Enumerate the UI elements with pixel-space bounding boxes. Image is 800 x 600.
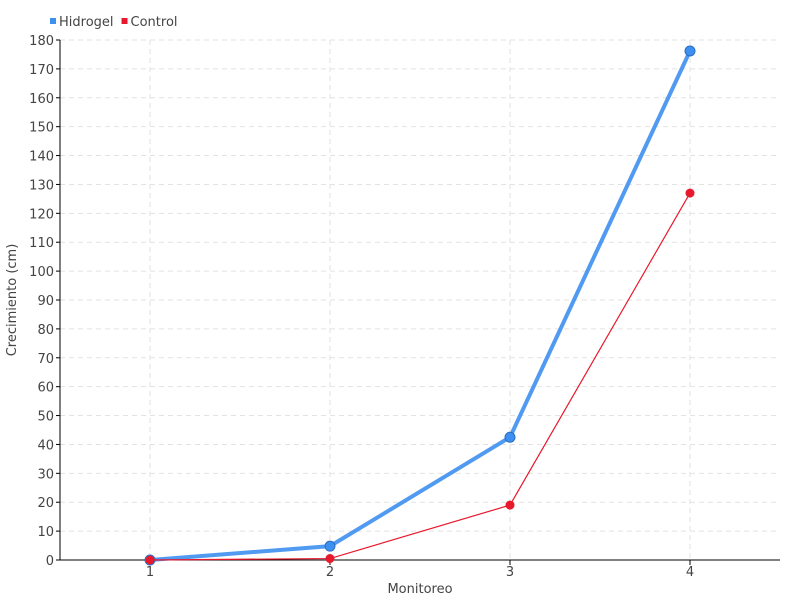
y-tick-label: 70 <box>37 352 54 367</box>
y-tick-label: 160 <box>29 92 54 107</box>
control-point <box>145 555 155 565</box>
y-tick-label: 170 <box>29 63 54 78</box>
y-tick-label: 50 <box>37 410 54 425</box>
x-axis-label: Monitoreo <box>387 582 452 597</box>
x-tick-label: 4 <box>686 565 694 580</box>
y-axis-label: Crecimiento (cm) <box>5 244 20 357</box>
hidrogel-point <box>504 431 516 443</box>
y-tick-label: 150 <box>29 121 54 136</box>
legend[interactable]: Hidrogel Control <box>50 15 178 30</box>
axes: 0 10 20 30 40 50 60 70 80 90 100 110 120 130 140 150 160… <box>29 34 780 580</box>
y-tick-label: 110 <box>29 236 54 251</box>
y-tick-label: 140 <box>29 150 54 165</box>
hidrogel-point <box>324 540 336 552</box>
y-tick-label: 80 <box>37 323 54 338</box>
control-line <box>149 192 691 561</box>
y-tick-label: 120 <box>29 207 54 222</box>
y-tick-label: 60 <box>37 381 54 396</box>
hidrogel-legend-swatch <box>50 18 56 24</box>
control-legend-swatch <box>121 18 128 24</box>
control-point <box>505 500 515 510</box>
y-tick-label: 100 <box>29 265 54 280</box>
control-point <box>685 188 695 198</box>
control-point <box>325 554 335 564</box>
y-tick-label: 20 <box>37 496 54 511</box>
y-tick-label: 10 <box>37 525 54 540</box>
hidrogel-legend-label: Hidrogel <box>59 15 114 30</box>
grid <box>60 39 780 560</box>
y-tick-label: 130 <box>29 178 54 193</box>
hidrogel-line <box>149 50 692 562</box>
y-tick-label: 30 <box>37 467 54 482</box>
y-tick-label: 180 <box>29 34 54 49</box>
series-layer <box>144 45 696 566</box>
y-tick-label: 90 <box>37 294 54 309</box>
y-tick-label: 40 <box>37 438 54 453</box>
x-tick-label: 3 <box>506 565 514 580</box>
x-tick-label: 2 <box>326 565 334 580</box>
x-tick-label: 1 <box>146 565 154 580</box>
hidrogel-point <box>684 45 696 57</box>
control-legend-label: Control <box>131 15 178 30</box>
y-tick-label: 0 <box>46 554 54 569</box>
